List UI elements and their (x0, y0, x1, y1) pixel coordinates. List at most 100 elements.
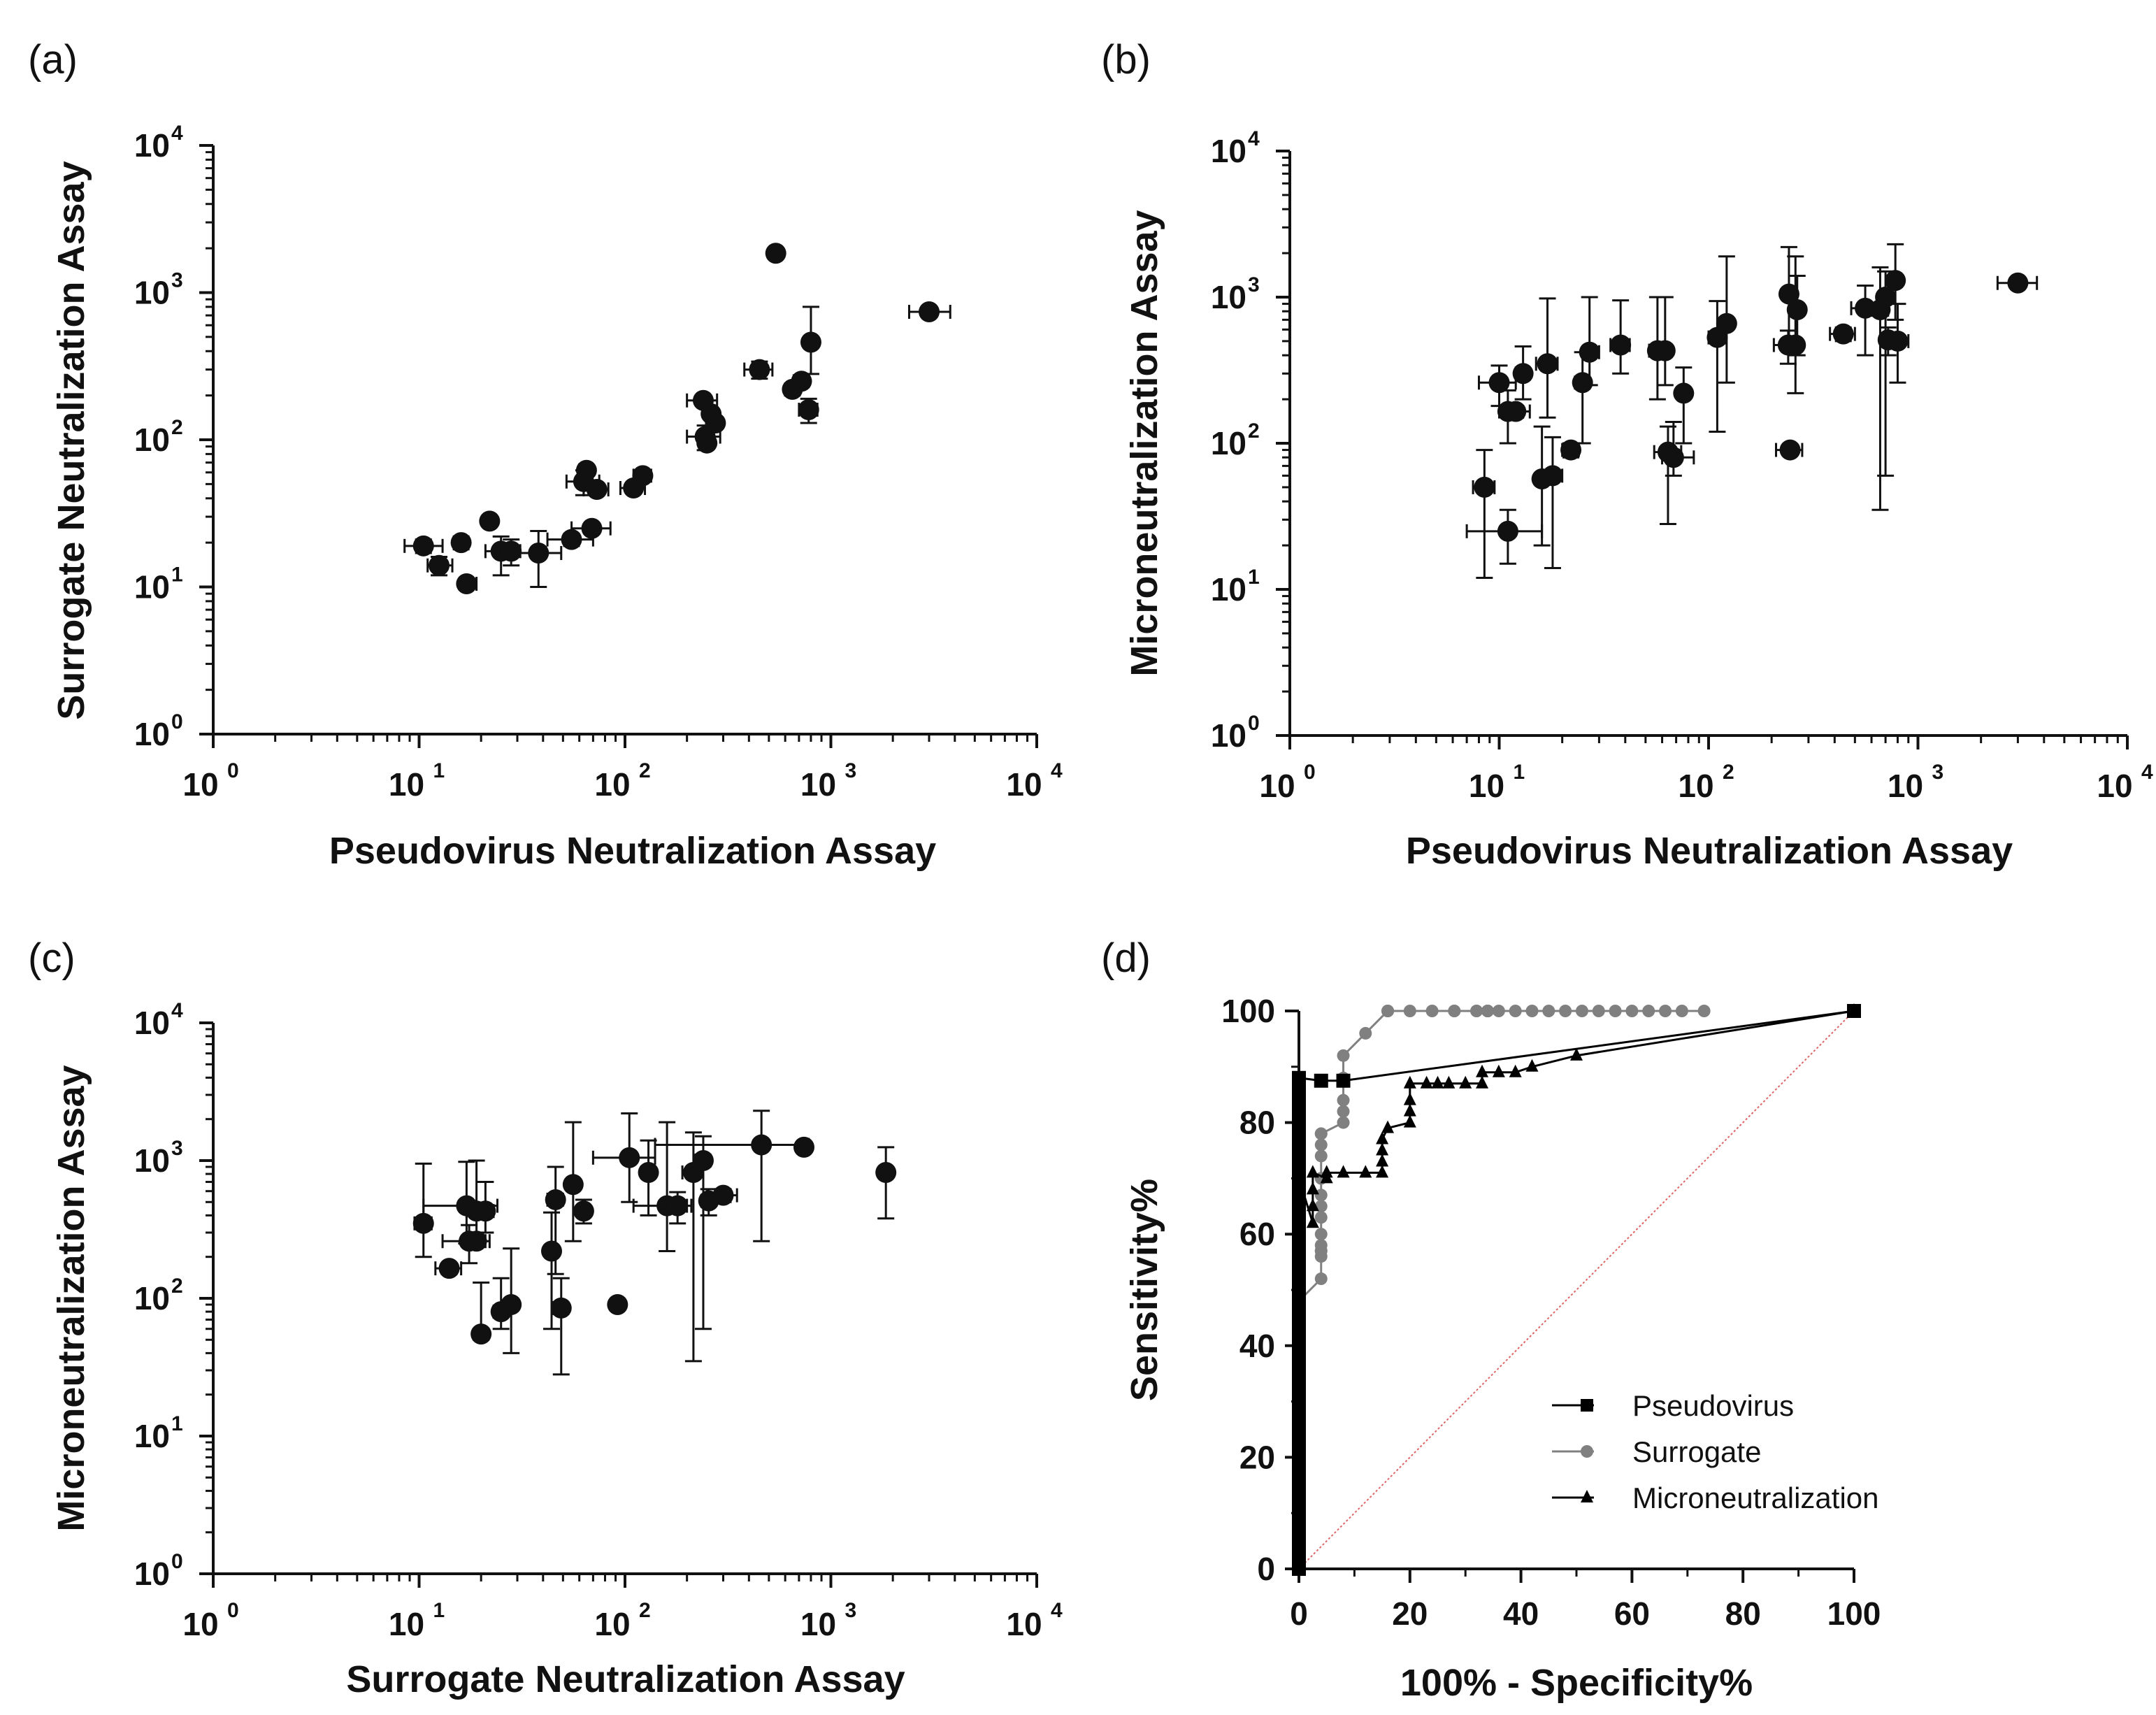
square-marker (1292, 1093, 1306, 1107)
square-marker (1292, 1249, 1306, 1264)
square-marker (1292, 1293, 1306, 1308)
triangle-marker (1359, 1165, 1372, 1178)
x-tick-exponent: 4 (2141, 761, 2153, 784)
data-marker (1716, 313, 1737, 334)
y-tick-label: 40 (1239, 1328, 1275, 1364)
data-marker (562, 1174, 584, 1196)
data-marker (575, 459, 597, 481)
data-point (1786, 274, 1808, 357)
square-marker (1292, 1506, 1306, 1521)
triangle-marker (1381, 1120, 1395, 1133)
data-marker (1488, 372, 1510, 394)
data-marker (1673, 382, 1695, 404)
square-marker (1292, 1405, 1306, 1420)
y-tick-label: 10 (134, 422, 170, 458)
legend-label: Pseudovirus (1632, 1389, 1794, 1422)
circle-marker (1575, 1005, 1588, 1017)
y-axis-title: Microneutralization Assay (50, 1065, 92, 1531)
square-marker (1292, 1327, 1306, 1342)
data-marker (586, 478, 608, 500)
legend-item: Microneutralization (1552, 1481, 1879, 1514)
circle-marker (1675, 1005, 1688, 1017)
x-tick-exponent: 3 (845, 759, 857, 782)
data-marker (1785, 334, 1806, 356)
square-marker (1292, 1484, 1306, 1498)
data-point (1472, 449, 1496, 579)
data-point (1875, 270, 1897, 477)
data-marker (456, 573, 477, 595)
square-marker (1292, 1160, 1306, 1175)
triangle-marker (1570, 1047, 1583, 1061)
data-point (765, 243, 786, 264)
x-tick-label: 10 (1469, 768, 1504, 804)
y-tick-label: 10 (1211, 279, 1246, 315)
circle-marker (1581, 1445, 1593, 1458)
y-tick-label: 0 (1257, 1551, 1275, 1587)
data-marker (438, 1258, 460, 1279)
y-tick-label: 10 (134, 1280, 170, 1316)
data-marker (619, 1147, 640, 1168)
triangle-marker (1306, 1165, 1319, 1178)
square-marker (1292, 1104, 1306, 1119)
circle-marker (1492, 1005, 1505, 1017)
circle-marker (1697, 1005, 1711, 1017)
y-tick-label: 100 (1221, 993, 1275, 1029)
data-marker (573, 1200, 594, 1222)
square-marker (1847, 1004, 1861, 1018)
circle-marker (1448, 1005, 1461, 1017)
x-tick-label: 10 (594, 766, 630, 803)
data-point (798, 397, 819, 424)
y-tick-label: 10 (1211, 133, 1246, 169)
triangle-marker (1306, 1198, 1319, 1212)
triangle-marker (1581, 1490, 1593, 1502)
y-tick-label: 20 (1239, 1439, 1275, 1475)
y-tick-label: 10 (1211, 571, 1246, 608)
square-marker (1292, 1126, 1306, 1141)
circle-marker (1314, 1211, 1328, 1224)
data-marker (1474, 476, 1495, 498)
data-marker (638, 1161, 659, 1183)
square-marker (1292, 1383, 1306, 1398)
data-point (570, 517, 612, 539)
data-point (638, 1139, 659, 1217)
circle-marker (1337, 1093, 1350, 1107)
x-tick-exponent: 1 (433, 1599, 445, 1622)
data-marker (475, 1200, 496, 1222)
data-point (1884, 303, 1910, 384)
triangle-marker (1459, 1075, 1472, 1089)
legend-item: Pseudovirus (1552, 1389, 1794, 1422)
square-marker (1292, 1361, 1306, 1375)
circle-marker (1337, 1116, 1350, 1129)
data-marker (1778, 283, 1799, 305)
x-tick-label: 60 (1614, 1595, 1650, 1632)
data-marker (540, 1240, 562, 1262)
data-marker (696, 432, 718, 454)
square-marker (1292, 1562, 1306, 1576)
data-point (1498, 401, 1531, 422)
circle-marker (1481, 1005, 1494, 1017)
y-tick-exponent: 4 (171, 999, 183, 1022)
square-marker (1292, 1495, 1306, 1509)
x-tick-label: 10 (389, 766, 424, 803)
data-marker (1779, 439, 1801, 461)
circle-marker (1403, 1005, 1416, 1017)
data-point (632, 1121, 693, 1253)
data-point (507, 529, 563, 588)
data-marker (749, 359, 770, 380)
panel-label: (d) (1101, 935, 1151, 981)
circle-marker (1625, 1005, 1639, 1017)
data-marker (751, 1134, 772, 1156)
data-point (573, 1198, 594, 1225)
x-tick-exponent: 4 (1051, 759, 1063, 782)
data-point (562, 1121, 584, 1242)
square-marker (1292, 1283, 1306, 1297)
data-point (426, 554, 454, 577)
y-tick-exponent: 3 (171, 1137, 183, 1160)
triangle-marker (1476, 1064, 1489, 1077)
data-marker (1512, 363, 1534, 385)
y-tick-label: 10 (1211, 717, 1246, 754)
panel-label: (b) (1101, 37, 1151, 82)
square-marker (1336, 1073, 1351, 1088)
data-point (1716, 255, 1737, 384)
y-tick-label: 10 (134, 275, 170, 311)
